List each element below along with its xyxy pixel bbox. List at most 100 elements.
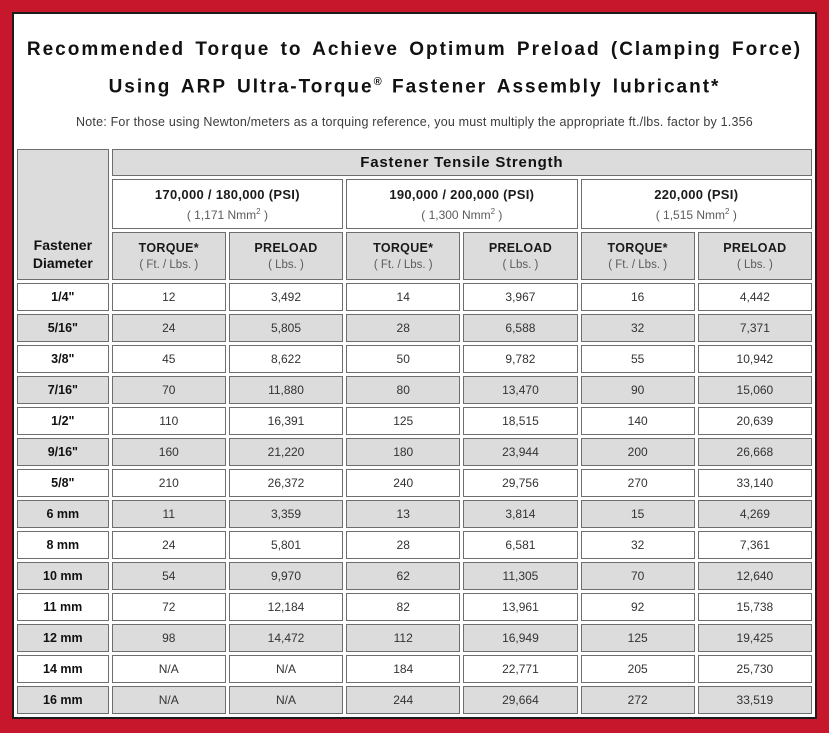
preload-value-cell: 12,184	[228, 593, 344, 621]
table-row: 10 mm 54 9,970 62 11,305 70 12,640	[17, 562, 812, 590]
row-diameter-label: 8 mm	[17, 531, 109, 559]
preload-value-cell: 7,361	[697, 531, 812, 559]
preload-value-cell: 8,622	[228, 345, 344, 373]
psi-group-220: 220,000 (PSI) ( 1,515 Nmm2 )	[580, 179, 812, 229]
torque-column-header: TORQUE* ( Ft. / Lbs. )	[111, 232, 226, 280]
torque-value-cell: 15	[580, 500, 695, 528]
preload-value-cell: 26,668	[697, 438, 812, 466]
tensile-strength-header-row: Fastener Diameter Fastener Tensile Stren…	[17, 149, 812, 280]
preload-value-cell: 21,220	[228, 438, 344, 466]
table-row: 1/2" 110 16,391 125 18,515 140 20,639	[17, 407, 812, 435]
preload-value-cell: 29,756	[463, 469, 578, 497]
torque-value-cell: 12	[111, 283, 226, 311]
torque-value-cell: 32	[580, 314, 695, 342]
torque-value-cell: 205	[580, 655, 695, 683]
row-diameter-label: 14 mm	[17, 655, 109, 683]
torque-column-header: TORQUE* ( Ft. / Lbs. )	[346, 232, 461, 280]
page-title-line-2: Using ARP Ultra-Torque® Fastener Assembl…	[14, 66, 815, 103]
preload-value-cell: N/A	[228, 655, 344, 683]
preload-value-cell: 15,060	[697, 376, 812, 404]
torque-value-cell: 62	[346, 562, 461, 590]
preload-value-cell: 3,359	[228, 500, 344, 528]
psi-label: 220,000 (PSI)	[654, 186, 739, 202]
torque-value-cell: 112	[346, 624, 461, 652]
nmm-label: ( 1,515 Nmm2 )	[655, 206, 737, 222]
table-row: 9/16" 160 21,220 180 23,944 200 26,668	[17, 438, 812, 466]
table-row: 5/8" 210 26,372 240 29,756 270 33,140	[17, 469, 812, 497]
psi-group-190-200: 190,000 / 200,000 (PSI) ( 1,300 Nmm2 )	[346, 179, 578, 229]
torque-value-cell: 200	[580, 438, 695, 466]
preload-value-cell: 25,730	[697, 655, 812, 683]
torque-value-cell: 14	[346, 283, 461, 311]
torque-value-cell: 272	[580, 686, 695, 714]
preload-value-cell: 13,961	[463, 593, 578, 621]
torque-value-cell: N/A	[111, 686, 226, 714]
row-diameter-label: 5/8"	[17, 469, 109, 497]
nmm-label: ( 1,171 Nmm2 )	[186, 206, 268, 222]
preload-value-cell: 7,371	[697, 314, 812, 342]
page-title-line-1: Recommended Torque to Achieve Optimum Pr…	[26, 39, 803, 60]
torque-value-cell: 125	[580, 624, 695, 652]
torque-value-cell: 244	[346, 686, 461, 714]
row-diameter-label: 9/16"	[17, 438, 109, 466]
preload-value-cell: 9,970	[228, 562, 344, 590]
preload-value-cell: 10,942	[697, 345, 812, 373]
table-row: 8 mm 24 5,801 28 6,581 32 7,361	[17, 531, 812, 559]
psi-label: 190,000 / 200,000 (PSI)	[389, 186, 535, 202]
preload-value-cell: 5,805	[228, 314, 344, 342]
torque-value-cell: 28	[346, 531, 461, 559]
torque-column-header: TORQUE* ( Ft. / Lbs. )	[580, 232, 695, 280]
torque-value-cell: 55	[580, 345, 695, 373]
preload-value-cell: 5,801	[228, 531, 344, 559]
preload-value-cell: 4,269	[697, 500, 812, 528]
column-header-row: TORQUE* ( Ft. / Lbs. ) PRELOAD ( Lbs. ) …	[17, 232, 812, 280]
torque-value-cell: 125	[346, 407, 461, 435]
fastener-diameter-header: Fastener Diameter	[17, 149, 109, 280]
preload-value-cell: 19,425	[697, 624, 812, 652]
preload-value-cell: 6,581	[463, 531, 578, 559]
row-diameter-label: 10 mm	[17, 562, 109, 590]
table-row: 12 mm 98 14,472 112 16,949 125 19,425	[17, 624, 812, 652]
preload-column-header: PRELOAD ( Lbs. )	[463, 232, 578, 280]
preload-value-cell: 12,640	[697, 562, 812, 590]
preload-value-cell: 11,305	[463, 562, 578, 590]
psi-header-row: 170,000 / 180,000 (PSI) ( 1,171 Nmm2 ) 1…	[17, 179, 812, 229]
torque-value-cell: 160	[111, 438, 226, 466]
row-diameter-label: 12 mm	[17, 624, 109, 652]
table-row: 14 mm N/A N/A 184 22,771 205 25,730	[17, 655, 812, 683]
preload-value-cell: 33,519	[697, 686, 812, 714]
preload-value-cell: 20,639	[697, 407, 812, 435]
torque-value-cell: 80	[346, 376, 461, 404]
row-diameter-label: 11 mm	[17, 593, 109, 621]
torque-value-cell: 92	[580, 593, 695, 621]
table-row: 16 mm N/A N/A 244 29,664 272 33,519	[17, 686, 812, 714]
preload-value-cell: 3,492	[228, 283, 344, 311]
torque-value-cell: 140	[580, 407, 695, 435]
title-block: Recommended Torque to Achieve Optimum Pr…	[14, 14, 815, 129]
row-diameter-label: 6 mm	[17, 500, 109, 528]
conversion-note: Note: For those using Newton/meters as a…	[76, 115, 753, 130]
torque-value-cell: 180	[346, 438, 461, 466]
preload-value-cell: 14,472	[228, 624, 344, 652]
torque-value-cell: 45	[111, 345, 226, 373]
preload-value-cell: 22,771	[463, 655, 578, 683]
psi-group-170-180: 170,000 / 180,000 (PSI) ( 1,171 Nmm2 )	[111, 179, 344, 229]
torque-value-cell: 270	[580, 469, 695, 497]
torque-value-cell: 54	[111, 562, 226, 590]
row-diameter-label: 3/8"	[17, 345, 109, 373]
table-row: 3/8" 45 8,622 50 9,782 55 10,942	[17, 345, 812, 373]
table-row: 6 mm 11 3,359 13 3,814 15 4,269	[17, 500, 812, 528]
preload-value-cell: 16,391	[228, 407, 344, 435]
torque-value-cell: 184	[346, 655, 461, 683]
torque-value-cell: 13	[346, 500, 461, 528]
torque-value-cell: 24	[111, 314, 226, 342]
row-diameter-label: 1/2"	[17, 407, 109, 435]
torque-value-cell: 11	[111, 500, 226, 528]
row-diameter-label: 5/16"	[17, 314, 109, 342]
torque-value-cell: N/A	[111, 655, 226, 683]
torque-value-cell: 240	[346, 469, 461, 497]
preload-column-header: PRELOAD ( Lbs. )	[697, 232, 812, 280]
title-line2-prefix: Using ARP Ultra-Torque	[108, 76, 374, 98]
preload-value-cell: 15,738	[697, 593, 812, 621]
